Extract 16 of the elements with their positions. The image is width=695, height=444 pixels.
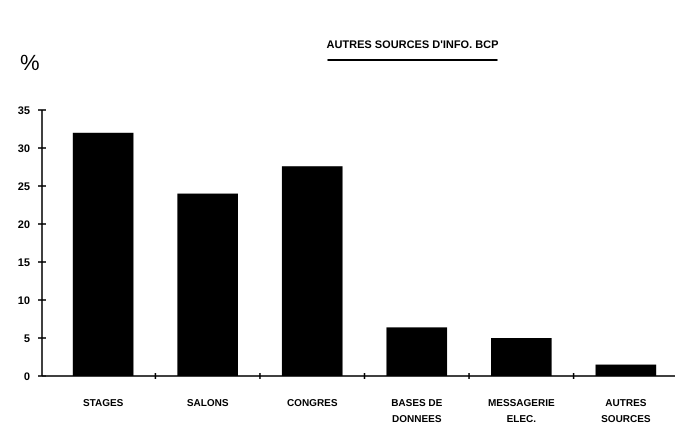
y-tick-label: 30 (18, 143, 30, 155)
x-tick-label: STAGES (82, 398, 124, 409)
x-tick-label: AUTRES SOURCES (601, 398, 651, 425)
y-axis-title: % (20, 50, 40, 75)
y-tick-label: 20 (18, 219, 30, 231)
y-tick-label: 0 (24, 371, 30, 383)
x-tick-label: MESSAGERIE ELEC. (488, 398, 555, 425)
x-tick-label: CONGRES (286, 398, 338, 409)
y-tick-label: 15 (18, 257, 30, 269)
x-tick-label: SALONS (186, 398, 229, 409)
y-tick-label: 5 (24, 333, 30, 345)
y-tick-label: 25 (18, 181, 30, 193)
chart-title: AUTRES SOURCES D'INFO. BCP (326, 39, 498, 51)
y-tick-label: 10 (18, 295, 30, 307)
y-tick-label: 35 (18, 105, 30, 117)
x-tick-label: BASES DE DONNEES (391, 398, 443, 425)
